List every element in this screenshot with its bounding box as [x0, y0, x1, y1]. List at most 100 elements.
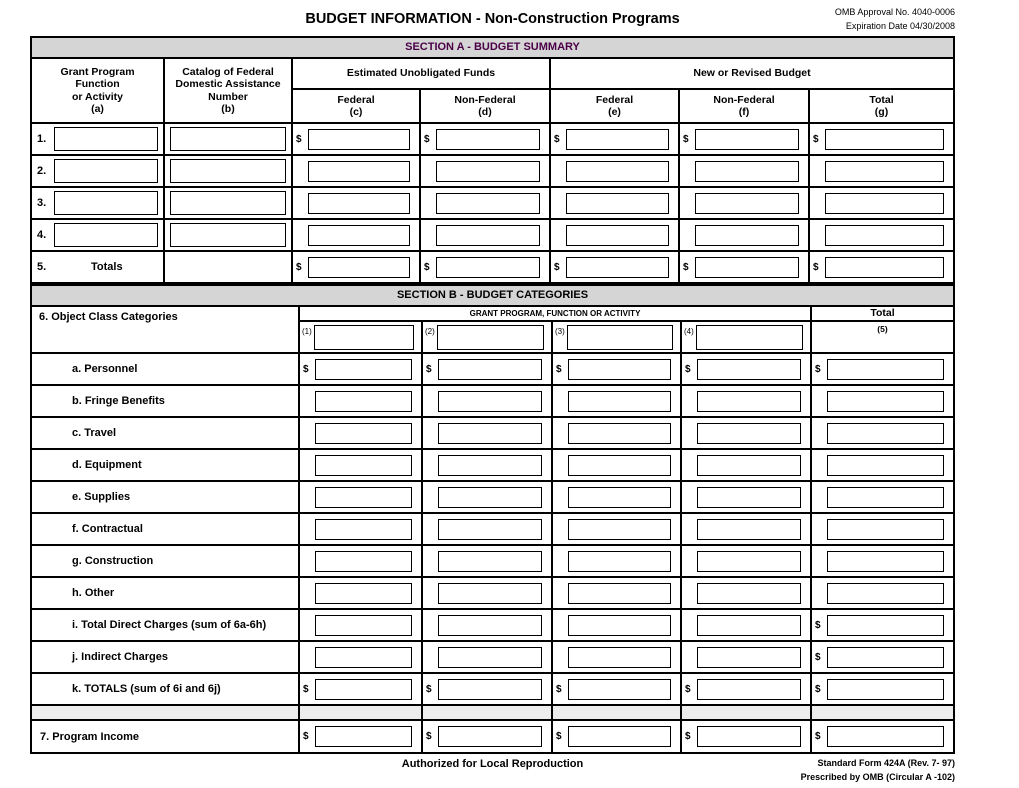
new-nonfederal-input[interactable] — [695, 128, 799, 150]
estimated-nonfederal-input[interactable] — [436, 160, 540, 182]
col1-amount-input[interactable] — [315, 678, 412, 700]
grant-program-column-1-input[interactable] — [313, 324, 414, 350]
new-federal-input[interactable] — [566, 128, 669, 150]
total-amount-input[interactable] — [827, 614, 944, 636]
col1-amount-input[interactable] — [315, 358, 412, 380]
estimated-federal-input[interactable] — [308, 160, 410, 182]
col3-cell: $ — [553, 354, 682, 384]
col2-amount-input[interactable] — [438, 486, 542, 508]
total-input[interactable] — [825, 192, 944, 214]
estimated-federal-input[interactable] — [308, 192, 410, 214]
total-program-income-input[interactable] — [827, 726, 944, 747]
col2-amount-input[interactable] — [438, 550, 542, 572]
new-nonfederal-input[interactable] — [695, 192, 799, 214]
col2-amount-input[interactable] — [438, 678, 542, 700]
category-row-construction: g. Construction — [32, 546, 953, 578]
col4-program-income-input[interactable] — [697, 726, 801, 747]
col3-program-income-input[interactable] — [568, 726, 671, 747]
col1-amount-input[interactable] — [315, 550, 412, 572]
estimated-federal-input[interactable] — [308, 224, 410, 246]
col3-amount-input[interactable] — [568, 582, 671, 604]
col1-amount-input[interactable] — [315, 422, 412, 444]
col2-amount-input[interactable] — [438, 614, 542, 636]
col2-amount-input[interactable] — [438, 646, 542, 668]
total-input[interactable] — [825, 224, 944, 246]
col2-amount-input[interactable] — [438, 358, 542, 380]
col1-amount-input[interactable] — [315, 518, 412, 540]
col2-amount-input[interactable] — [438, 390, 542, 412]
col4-amount-input[interactable] — [697, 582, 801, 604]
new-nonfederal-total-input[interactable] — [695, 256, 799, 278]
new-nonfederal-input[interactable] — [695, 160, 799, 182]
grant-program-input[interactable] — [54, 159, 158, 183]
estimated-federal-input[interactable] — [308, 128, 410, 150]
col3-amount-input[interactable] — [568, 614, 671, 636]
col1-amount-input[interactable] — [315, 614, 412, 636]
estimated-nonfederal-input[interactable] — [436, 128, 540, 150]
col1-amount-input[interactable] — [315, 582, 412, 604]
col3-amount-input[interactable] — [568, 486, 671, 508]
total-amount-input[interactable] — [827, 358, 944, 380]
total-amount-input[interactable] — [827, 454, 944, 476]
grant-program-column-2-input[interactable] — [436, 324, 544, 350]
col2-amount-input[interactable] — [438, 454, 542, 476]
estimated-nonfederal-input[interactable] — [436, 192, 540, 214]
col3-amount-input[interactable] — [568, 550, 671, 572]
dollar-sign: $ — [685, 363, 691, 375]
col4-amount-input[interactable] — [697, 422, 801, 444]
total-amount-input[interactable] — [827, 550, 944, 572]
cfda-number-input[interactable] — [170, 127, 286, 151]
col3-amount-input[interactable] — [568, 422, 671, 444]
grant-program-column-4-input[interactable] — [695, 324, 803, 350]
grant-program-input[interactable] — [54, 191, 158, 215]
col1-program-income-input[interactable] — [315, 726, 412, 747]
new-federal-input[interactable] — [566, 160, 669, 182]
col4-amount-input[interactable] — [697, 646, 801, 668]
grant-program-input[interactable] — [54, 127, 158, 151]
total-input[interactable] — [825, 128, 944, 150]
col4-amount-input[interactable] — [697, 614, 801, 636]
cfda-number-input[interactable] — [170, 223, 286, 247]
col4-amount-input[interactable] — [697, 358, 801, 380]
col3-amount-input[interactable] — [568, 646, 671, 668]
new-federal-total-input[interactable] — [566, 256, 669, 278]
col2-amount-input[interactable] — [438, 518, 542, 540]
new-nonfederal-input[interactable] — [695, 224, 799, 246]
total-amount-input[interactable] — [827, 486, 944, 508]
grant-program-input[interactable] — [54, 223, 158, 247]
grant-program-column-3-input[interactable] — [566, 324, 673, 350]
col3-amount-input[interactable] — [568, 390, 671, 412]
total-amount-input[interactable] — [827, 390, 944, 412]
cfda-number-input[interactable] — [170, 191, 286, 215]
estimated-nonfederal-total-input[interactable] — [436, 256, 540, 278]
col4-amount-input[interactable] — [697, 486, 801, 508]
estimated-federal-total-input[interactable] — [308, 256, 410, 278]
cfda-number-input[interactable] — [170, 159, 286, 183]
col3-amount-input[interactable] — [568, 518, 671, 540]
col4-amount-input[interactable] — [697, 550, 801, 572]
new-federal-input[interactable] — [566, 192, 669, 214]
col4-amount-input[interactable] — [697, 454, 801, 476]
col1-amount-input[interactable] — [315, 486, 412, 508]
total-amount-input[interactable] — [827, 678, 944, 700]
total-amount-input[interactable] — [827, 646, 944, 668]
col2-amount-input[interactable] — [438, 582, 542, 604]
total-amount-input[interactable] — [827, 582, 944, 604]
grand-total-input[interactable] — [825, 256, 944, 278]
col1-amount-input[interactable] — [315, 646, 412, 668]
col2-program-income-input[interactable] — [438, 726, 542, 747]
new-federal-input[interactable] — [566, 224, 669, 246]
estimated-nonfederal-input[interactable] — [436, 224, 540, 246]
col1-amount-input[interactable] — [315, 454, 412, 476]
total-amount-input[interactable] — [827, 518, 944, 540]
col3-amount-input[interactable] — [568, 454, 671, 476]
col3-amount-input[interactable] — [568, 358, 671, 380]
total-amount-input[interactable] — [827, 422, 944, 444]
total-input[interactable] — [825, 160, 944, 182]
col4-amount-input[interactable] — [697, 678, 801, 700]
col3-amount-input[interactable] — [568, 678, 671, 700]
col1-amount-input[interactable] — [315, 390, 412, 412]
col4-amount-input[interactable] — [697, 518, 801, 540]
col4-amount-input[interactable] — [697, 390, 801, 412]
col2-amount-input[interactable] — [438, 422, 542, 444]
